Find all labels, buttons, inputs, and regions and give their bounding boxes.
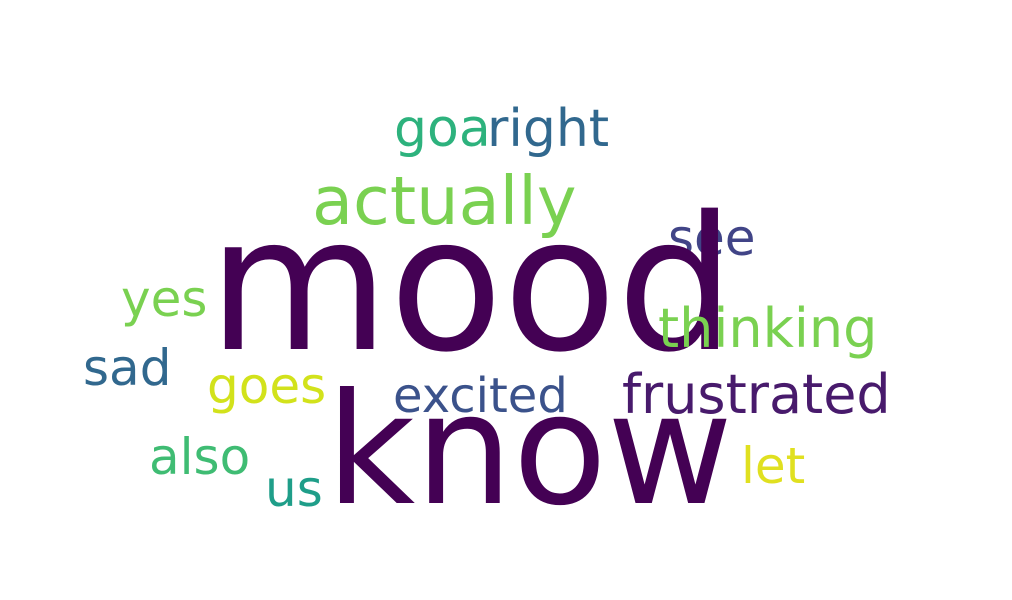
word-right: right (487, 99, 610, 159)
word-frustrated: frustrated (622, 363, 891, 426)
word-goes: goes (207, 357, 327, 415)
word-also: also (149, 428, 251, 486)
word-actually: actually (312, 162, 577, 240)
word-excited: excited (393, 368, 568, 424)
word-yes: yes (121, 270, 208, 328)
word-know: know (326, 361, 733, 540)
word-see: see (668, 209, 756, 267)
word-us: us (265, 460, 323, 518)
word-let: let (741, 437, 806, 495)
word-sad: sad (83, 339, 172, 397)
word-goa: goa (394, 99, 491, 159)
word-thinking: thinking (658, 297, 878, 360)
word-mood: mood (208, 176, 735, 393)
